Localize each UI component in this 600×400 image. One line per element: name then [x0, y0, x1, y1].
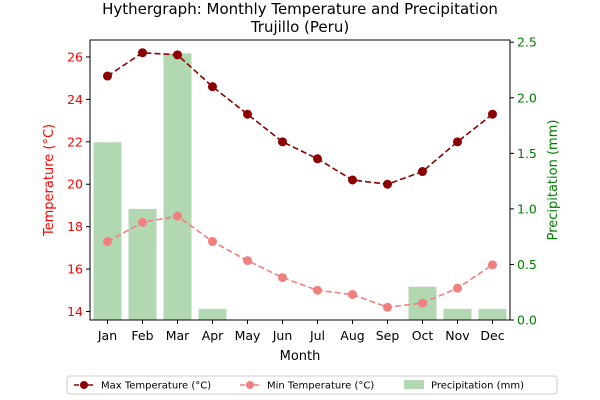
right-y-tick-label: 1.0	[517, 201, 537, 216]
legend-box	[66, 375, 558, 395]
min-temperature-point	[453, 283, 462, 293]
x-axis-label: Month	[280, 349, 321, 364]
x-tick-label: Oct	[412, 328, 434, 343]
x-tick-label: Apr	[202, 328, 224, 343]
precipitation-bar	[198, 308, 227, 320]
max-temperature-point	[138, 48, 147, 58]
precipitation-bar	[93, 142, 122, 320]
max-temperature-point	[173, 50, 182, 60]
x-tick-label: Dec	[480, 328, 504, 343]
right-y-tick-label: 0.0	[517, 313, 537, 328]
min-temperature-point	[348, 290, 357, 300]
min-temperature-point	[208, 237, 217, 247]
max-temperature-point	[243, 109, 252, 119]
max-temperature-point	[208, 82, 217, 92]
precipitation-legend-label: Precipitation (mm)	[431, 381, 524, 392]
max-temperature-point	[103, 71, 112, 81]
max-temperature-point	[348, 175, 357, 185]
x-tick-label: Jul	[309, 328, 325, 343]
left-y-tick-label: 14	[67, 304, 83, 319]
right-y-tick-label: 0.5	[517, 257, 537, 272]
min-temperature-legend-label: Min Temperature (°C)	[267, 381, 374, 392]
x-tick-label: Mar	[166, 328, 190, 343]
left-y-tick-label: 16	[67, 262, 83, 277]
left-y-tick-label: 22	[67, 134, 83, 149]
x-tick-label: Jun	[272, 328, 293, 343]
min-temperature-point	[488, 260, 497, 270]
legend: Max Temperature (°C) Min Temperature (°C)…	[66, 375, 558, 395]
chart-title-line1: Hythergraph: Monthly Temperature and Pre…	[102, 0, 498, 18]
x-tick-label: Sep	[376, 328, 400, 343]
precipitation-bars	[93, 53, 507, 320]
min-temperature-point	[418, 298, 427, 308]
left-y-tick-label: 26	[67, 49, 83, 64]
x-tick-label: May	[235, 328, 261, 343]
right-y-tick-label: 2.0	[517, 90, 537, 105]
max-temperature-legend-label: Max Temperature (°C)	[101, 381, 211, 392]
left-y-tick-label: 20	[67, 177, 83, 192]
max-temperature-line	[107, 51, 493, 186]
right-y-tick-label: 1.5	[517, 146, 537, 161]
max-temperature-point	[453, 137, 462, 147]
min-temperature-point	[243, 256, 252, 266]
min-temperature-point	[278, 273, 287, 283]
max-temperature-point	[383, 179, 392, 189]
min-temperature-legend-marker	[246, 381, 254, 389]
x-tick-label: Jan	[97, 328, 117, 343]
min-temperature-point	[173, 211, 182, 221]
max-temperature-point	[418, 167, 427, 177]
min-temperature-point	[138, 217, 147, 227]
plot-frame	[89, 39, 511, 321]
max-temperature-point	[488, 109, 497, 119]
min-temperature-point	[383, 302, 392, 312]
right-y-tick-label: 2.5	[517, 35, 537, 50]
x-tick-label: Aug	[340, 328, 364, 343]
left-y-tick-label: 18	[67, 219, 83, 234]
x-tick-label: Nov	[445, 328, 470, 343]
max-temperature-legend-marker	[80, 381, 88, 389]
precipitation-bar	[443, 308, 472, 320]
min-temperature-point	[313, 285, 322, 295]
min-temperature-line	[107, 215, 493, 309]
x-tick-label: Feb	[131, 328, 153, 343]
min-temperature-point	[103, 237, 112, 247]
precipitation-legend-swatch	[404, 380, 424, 389]
temperature-lines	[103, 48, 497, 312]
left-y-tick-label: 24	[67, 92, 83, 107]
left-y-axis-label: Temperature (°C)	[42, 124, 57, 237]
max-temperature-point	[278, 137, 287, 147]
chart-title-line2: Trujillo (Peru)	[250, 18, 349, 36]
max-temperature-point	[313, 154, 322, 164]
precipitation-bar	[163, 53, 192, 320]
axes: Jan Feb Mar Apr May Jun Jul Aug Sep Oct Nov Dec 14 16…	[67, 35, 537, 343]
right-y-axis-label: Precipitation (mm)	[546, 120, 561, 241]
precipitation-bar	[478, 308, 507, 320]
